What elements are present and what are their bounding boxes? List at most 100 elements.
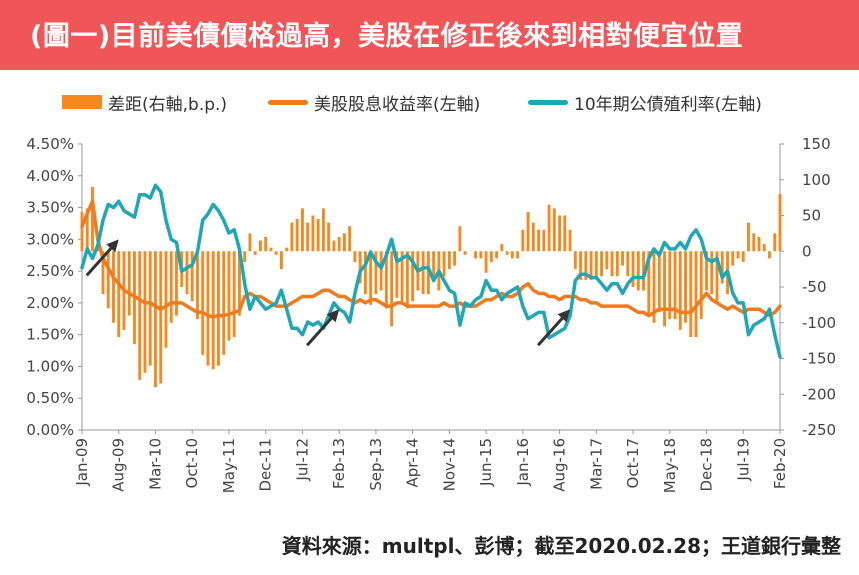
spread-bar: [332, 240, 336, 252]
left-tick-label: 0.50%: [26, 389, 74, 407]
spread-bar: [91, 186, 94, 252]
spread-bar: [101, 251, 105, 295]
spread-bar: [663, 251, 666, 327]
spread-bar: [605, 251, 609, 270]
spread-bar: [196, 251, 199, 320]
source-note: 資料來源：multpl、彭博；截至2020.02.28；王道銀行彙整: [281, 534, 841, 558]
spread-bar: [547, 204, 551, 252]
spread-bar: [374, 251, 378, 295]
chart-legend: 差距(右軸,b.p.) 美股股息收益率(左軸) 10年期公債殖利率(左軸): [0, 88, 859, 116]
spread-bar: [185, 251, 189, 295]
legend-swatch-spread: [62, 95, 102, 109]
spread-bar: [484, 251, 488, 273]
spread-bar: [274, 251, 278, 255]
x-tick-label: Oct-10: [183, 438, 201, 488]
left-tick-label: 4.50%: [26, 135, 74, 153]
x-tick-label: Feb-13: [330, 438, 348, 489]
spread-bar: [211, 251, 215, 370]
legend-item-spread: 差距(右軸,b.p.): [62, 88, 227, 116]
annotation-arrow-head: [326, 309, 340, 323]
legend-swatch-treasury: [528, 99, 568, 105]
spread-bar: [353, 251, 357, 262]
right-tick-label: -50: [802, 278, 827, 296]
spread-bar: [300, 208, 304, 252]
left-tick-label: 1.50%: [26, 326, 74, 344]
left-tick-label: 2.00%: [26, 294, 74, 312]
spread-bar: [311, 215, 315, 252]
spread-bar: [279, 251, 283, 270]
x-tick-label: Feb-20: [771, 438, 789, 489]
spread-bar: [600, 251, 604, 277]
spread-bar: [175, 251, 178, 316]
spread-bar: [631, 251, 635, 287]
spread-bar: [510, 251, 514, 259]
spread-bar: [584, 251, 588, 280]
spread-bar: [169, 251, 173, 323]
spread-bar: [568, 229, 572, 252]
spread-bar: [232, 251, 236, 338]
spread-bar: [206, 251, 210, 366]
spread-bar: [358, 251, 362, 284]
spread-bar: [563, 215, 567, 252]
spread-bar: [768, 251, 771, 259]
right-tick-label: -100: [802, 314, 836, 332]
spread-bar: [442, 251, 446, 277]
spread-bar: [85, 208, 89, 252]
x-tick-label: Nov-14: [440, 438, 458, 491]
title-banner: (圖一)目前美債價格過高，美股在修正後來到相對便宜位置: [0, 0, 859, 70]
x-tick-label: Mar-17: [587, 438, 605, 490]
legend-item-dividend: 美股股息收益率(左軸): [268, 88, 480, 116]
x-tick-label: Dec-18: [698, 438, 716, 492]
spread-bar: [159, 251, 163, 384]
spread-bar: [327, 222, 331, 252]
spread-bar: [316, 219, 320, 252]
spread-bar: [190, 251, 194, 302]
spread-bar: [269, 247, 273, 252]
spread-bar: [589, 251, 593, 280]
spread-bar: [521, 229, 525, 252]
spread-bar: [453, 251, 457, 266]
spread-bar: [348, 226, 352, 252]
page-title: (圖一)目前美債價格過高，美股在修正後來到相對便宜位置: [30, 21, 744, 52]
spread-bar: [752, 233, 756, 252]
right-tick-label: 100: [802, 171, 831, 189]
spread-bar: [106, 251, 110, 309]
left-tick-label: 0.00%: [26, 421, 74, 439]
spread-bar: [154, 251, 157, 388]
dividend-yield-line: [80, 199, 782, 319]
chart-area: 0.00% 0.50% 1.00% 1.50% 2.00% 2.50% 3.00% 3.50%…: [26, 135, 836, 493]
right-tick-label: -250: [802, 421, 836, 439]
spread-bar: [552, 208, 556, 252]
spread-bar: [432, 251, 436, 280]
x-tick-label: Aug-16: [551, 438, 569, 492]
spread-bar: [222, 251, 226, 355]
spread-bar: [516, 251, 520, 259]
spread-bar: [757, 236, 761, 252]
x-tick-label: Dec-11: [257, 438, 275, 492]
spread-bar: [390, 251, 394, 327]
spread-bar: [699, 251, 703, 320]
spread-bar: [426, 251, 430, 295]
x-tick-label: Jun-15: [477, 438, 495, 487]
spread-bar: [705, 251, 708, 291]
spread-bar: [227, 251, 231, 341]
x-tick-label: May-11: [220, 438, 238, 493]
right-tick-label: 150: [802, 135, 831, 153]
right-tick-label: -200: [802, 385, 836, 403]
spread-bar: [505, 251, 509, 255]
spread-bar: [778, 194, 782, 252]
left-tick-label: 1.00%: [26, 357, 74, 375]
spread-bar: [379, 251, 383, 291]
spread-bar: [694, 251, 698, 338]
spread-bar: [762, 244, 766, 252]
spread-bar: [238, 251, 241, 316]
spread-bar: [610, 251, 614, 277]
x-tick-label: Jul-12: [293, 438, 311, 482]
spread-bar: [636, 251, 640, 291]
left-tick-label: 4.00%: [26, 167, 74, 185]
spread-bar: [647, 251, 651, 316]
spread-bar: [652, 251, 656, 323]
spread-bar: [117, 251, 121, 338]
legend-label-dividend: 美股股息收益率(左軸): [314, 94, 481, 115]
spread-bar: [290, 222, 294, 252]
